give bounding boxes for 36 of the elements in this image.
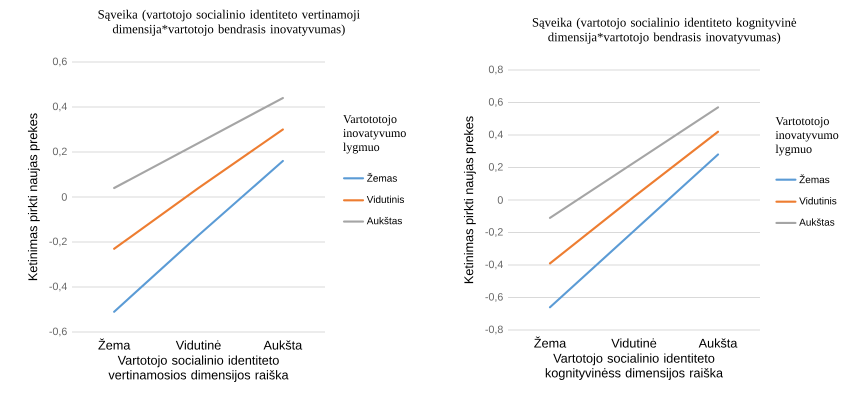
- y-tick-label: -0,8: [485, 326, 503, 334]
- y-tick-label: -0,2: [485, 228, 503, 237]
- y-tick-label: 0,2: [52, 148, 67, 156]
- legend-label: Žemas: [799, 174, 830, 184]
- y-tick-label: 0,6: [52, 58, 67, 66]
- x-tick-label: Žema: [98, 338, 130, 350]
- x-tick-label: Žema: [534, 336, 566, 348]
- x-axis-title: Vartotojo socialinio identiteto kognityvinėss dimensijos raiška: [546, 353, 724, 380]
- x-tick-label: Vidutinė: [176, 340, 221, 350]
- y-tick-label: -0,2: [49, 238, 67, 246]
- legend-label: Aukštas: [799, 218, 834, 226]
- y-tick-label: 0,4: [488, 130, 503, 140]
- y-tick-label: -0,4: [485, 260, 503, 270]
- legend-label: Vidutinis: [366, 196, 404, 204]
- x-axis-title: Vartotojo socialinio identiteto vertinamosios dimensijos raiška: [108, 355, 289, 382]
- chart-title: Sąveika (vartotojo socialinio identiteto vertinamoji dimensija*vartotojo bendrasis inovatyvumas): [98, 10, 360, 36]
- legend-label: Žemas: [367, 172, 397, 182]
- y-tick-label: -0,6: [49, 328, 67, 336]
- y-tick-label: -0,4: [49, 282, 67, 292]
- legend-label: Aukštas: [366, 216, 402, 224]
- y-tick-label: 0,8: [488, 66, 503, 74]
- chart-title: Sąveika (vartotojo socialinio identiteto kognityvinė dimensija*vartotojo bendrasis inovatyvumas): [532, 18, 796, 44]
- legend-title: Vartototojo inovatyvumo lygmuo: [343, 115, 406, 154]
- y-tick-label: -0,6: [485, 293, 503, 302]
- y-tick-label: 0: [62, 193, 67, 201]
- y-tick-label: 0: [498, 196, 503, 204]
- x-tick-label: Aukšta: [263, 340, 302, 350]
- y-tick-label: 0,2: [488, 163, 503, 172]
- x-tick-label: Aukšta: [698, 338, 738, 348]
- y-axis-title: Ketinimas pirkti naujas prekes: [464, 116, 476, 284]
- legend-label: Vidutinis: [799, 197, 836, 204]
- legend-title: Vartototojo inovatyvumo lygmuo: [776, 117, 838, 156]
- y-tick-label: 0,4: [52, 102, 67, 112]
- x-tick-label: Vidutinė: [611, 338, 656, 348]
- y-axis-title: Ketinimas pirkti naujas prekes: [28, 113, 40, 280]
- y-tick-label: 0,6: [488, 98, 503, 107]
